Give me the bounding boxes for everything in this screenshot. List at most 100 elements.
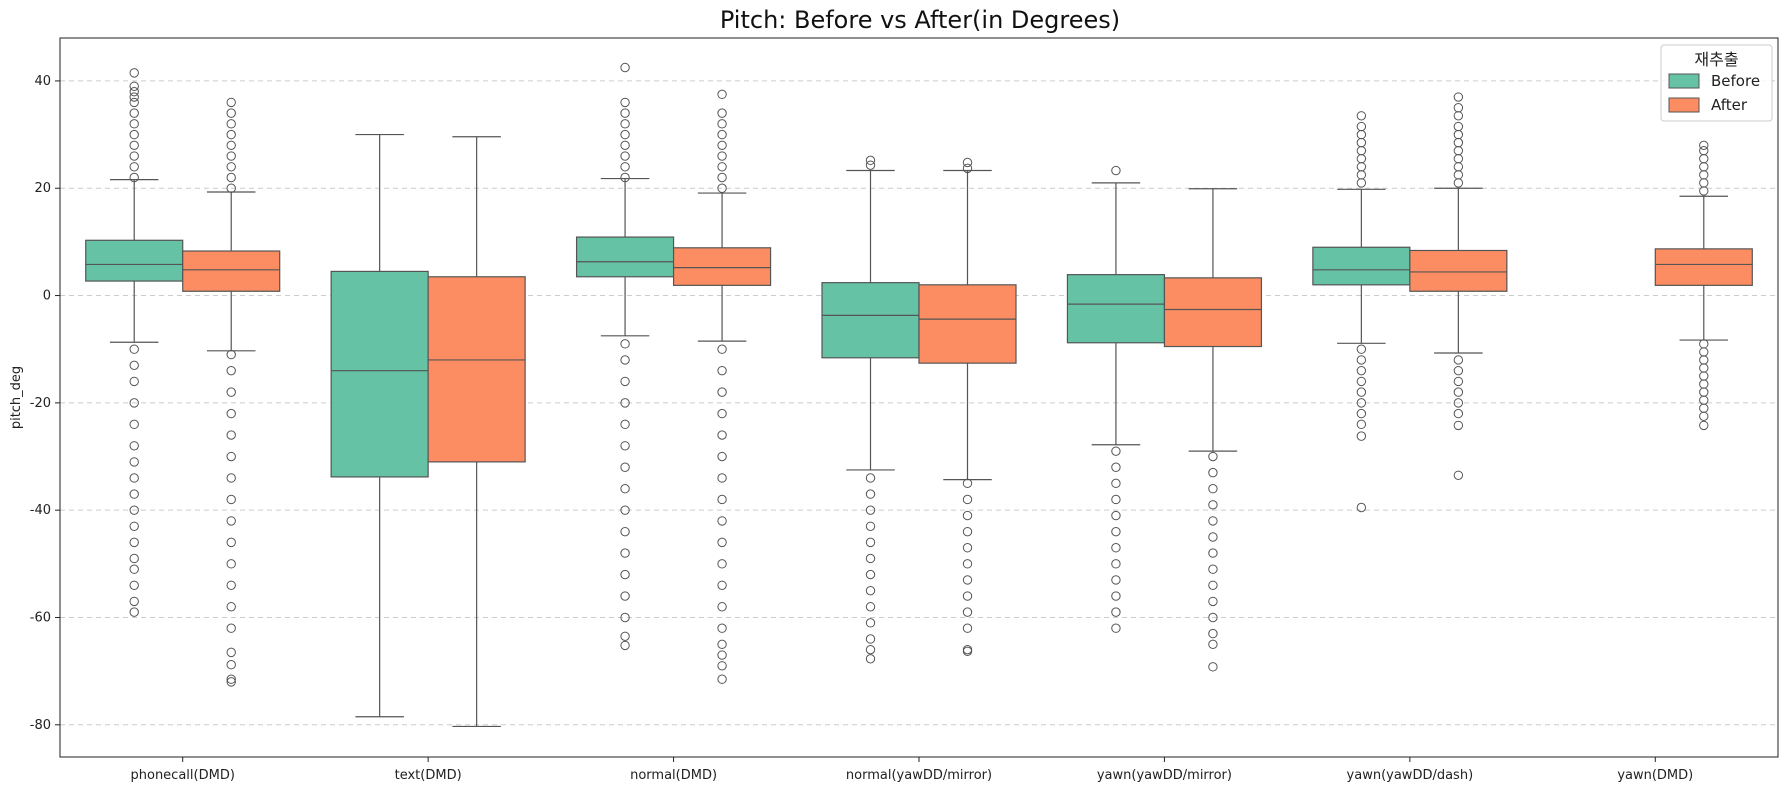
outlier-point (226, 677, 236, 687)
legend-label-after: After (1711, 96, 1748, 114)
outlier-point (1699, 162, 1709, 172)
outlier-point (1111, 494, 1121, 505)
iqr-box (427, 276, 526, 463)
outlier-point (1111, 591, 1121, 601)
outlier-point (620, 612, 630, 623)
plot-frame (59, 37, 1779, 758)
outlier-point (129, 172, 139, 183)
outlier-point (620, 484, 630, 494)
outlier-point (1453, 154, 1464, 164)
outlier-point (1208, 548, 1218, 558)
y-tick-label: -80 (30, 718, 51, 733)
iqr-box (182, 250, 281, 292)
outlier-point (717, 451, 727, 462)
legend-swatch-after (1668, 97, 1700, 113)
outlier-point (226, 108, 236, 118)
outlier-point (717, 430, 727, 440)
outlier-point (1111, 575, 1121, 585)
outlier-point (129, 68, 139, 78)
outlier-point (1699, 154, 1709, 164)
outlier-point (129, 596, 139, 607)
outlier-point (717, 537, 727, 548)
outlier-point (1356, 129, 1367, 140)
outlier-point (129, 97, 139, 108)
y-tick-label: -60 (30, 610, 51, 625)
outlier-point (717, 473, 727, 483)
outlier-point (962, 478, 973, 489)
outlier-point (1453, 376, 1464, 387)
outlier-point (620, 398, 630, 408)
outlier-point (620, 591, 630, 601)
outlier-point (620, 526, 630, 537)
outlier-point (717, 623, 727, 633)
outlier-point (1453, 355, 1464, 365)
box-after-4 (1163, 188, 1263, 672)
x-tick-label: yawn(yawDD/dash) (1347, 768, 1474, 783)
iqr-box (918, 284, 1017, 364)
outlier-point (129, 360, 139, 371)
box-after-3 (918, 157, 1017, 656)
outlier-point (717, 108, 727, 118)
outlier-point (717, 602, 727, 612)
x-axis-ticks: phonecall(DMD) text(DMD) normal(DMD) normal… (131, 757, 1693, 783)
y-tick-label: 0 (43, 289, 51, 304)
outlier-point (717, 183, 727, 193)
outlier-point (1699, 339, 1709, 349)
outlier-point (717, 559, 727, 569)
outlier-point (129, 607, 139, 617)
outlier-point (226, 559, 236, 569)
iqr-box (1654, 248, 1753, 286)
outlier-point (1699, 379, 1709, 389)
outlier-point (1208, 612, 1218, 623)
iqr-box (1163, 277, 1263, 348)
outlier-point (1453, 178, 1464, 188)
outlier-point (620, 355, 630, 365)
x-tick-label: text(DMD) (395, 768, 462, 783)
outlier-point (226, 623, 236, 633)
iqr-box (1312, 246, 1411, 286)
outlier-point (1453, 145, 1464, 156)
outlier-point (226, 516, 236, 526)
outlier-point (129, 553, 139, 564)
outlier-point (129, 119, 139, 129)
outlier-point (226, 451, 236, 462)
outlier-point (129, 92, 139, 102)
outlier-point (1453, 121, 1464, 132)
outlier-point (620, 97, 630, 108)
outlier-point (1111, 478, 1121, 489)
box-plots (85, 62, 1753, 728)
outlier-point (1356, 145, 1367, 156)
outlier-point (620, 62, 630, 73)
outlier-point (1453, 162, 1464, 172)
outlier-point (226, 660, 236, 670)
outlier-point (865, 537, 876, 548)
outlier-point (1208, 639, 1218, 650)
outlier-point (1356, 170, 1367, 180)
outlier-point (1453, 420, 1464, 431)
outlier-point (1111, 526, 1121, 537)
outlier-point (129, 162, 139, 172)
outlier-point (226, 172, 236, 183)
outlier-point (129, 521, 139, 531)
outlier-point (962, 623, 973, 633)
iqr-box (330, 270, 429, 478)
outlier-point (226, 140, 236, 151)
outlier-point (717, 119, 727, 129)
outlier-point (717, 650, 727, 660)
outlier-point (226, 387, 236, 397)
box-after-6 (1654, 140, 1753, 431)
outlier-point (620, 129, 630, 140)
outlier-point (865, 473, 876, 483)
iqr-box (672, 247, 772, 286)
box-after-2 (672, 89, 772, 684)
outlier-point (717, 344, 727, 354)
outlier-point (1208, 451, 1218, 462)
x-tick-label: phonecall(DMD) (131, 768, 235, 783)
legend: 재추출 Before After (1660, 44, 1773, 122)
outlier-point (620, 419, 630, 430)
box-before-0 (85, 68, 184, 617)
outlier-point (1356, 111, 1367, 121)
outlier-point (620, 108, 630, 118)
outlier-point (1208, 500, 1218, 510)
